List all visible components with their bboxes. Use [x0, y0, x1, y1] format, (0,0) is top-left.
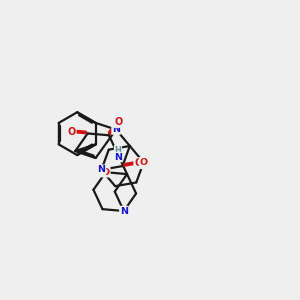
Text: N: N [114, 153, 122, 162]
Text: O: O [134, 158, 142, 168]
Text: N: N [120, 206, 128, 215]
Text: O: O [68, 127, 76, 137]
Text: O: O [140, 158, 148, 167]
Text: N: N [98, 165, 105, 174]
Text: H: H [115, 146, 122, 155]
Text: O: O [114, 117, 122, 127]
Text: O: O [102, 168, 110, 177]
Text: N: N [112, 125, 120, 134]
